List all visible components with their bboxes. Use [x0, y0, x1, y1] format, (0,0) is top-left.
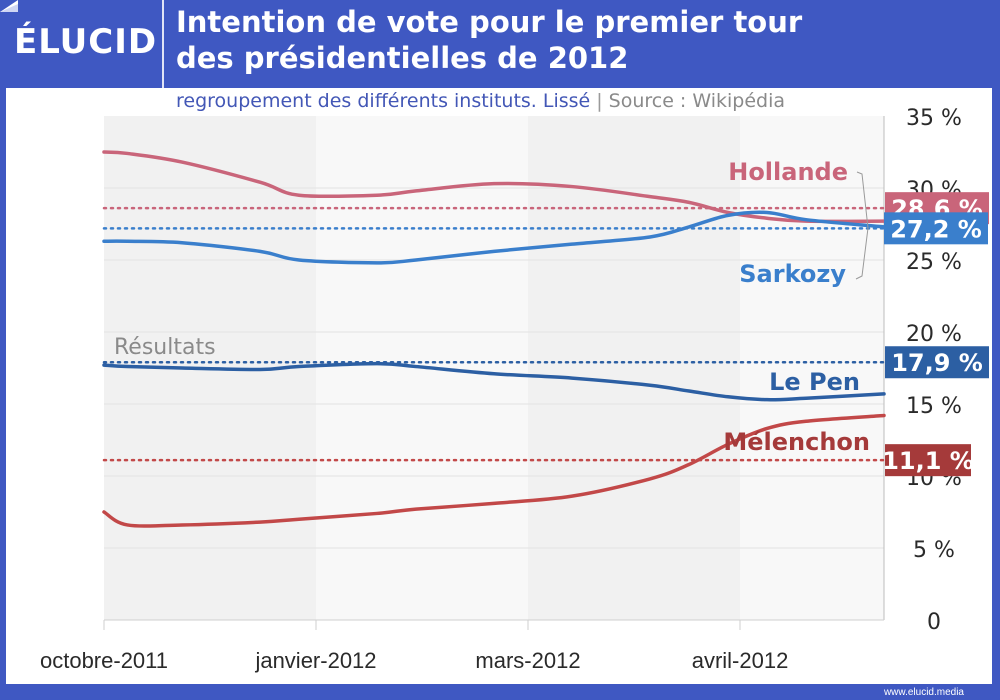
elucid-logo: ÉLUCID [14, 22, 158, 62]
footer-url[interactable]: www.elucid.media [883, 687, 964, 698]
series-label-sarkozy: Sarkozy [739, 260, 846, 288]
y-tick-label: 15 % [906, 394, 962, 419]
header-divider [162, 0, 164, 88]
series-line-lepen [102, 361, 886, 402]
subtitle-separator: | [596, 90, 603, 112]
result-badge [884, 212, 988, 245]
result-badge-label: 27,2 % [890, 215, 982, 243]
subtitle-text: regroupement des différents instituts. L… [176, 90, 591, 112]
y-tick-label: 25 % [906, 250, 962, 275]
result-badge-label: 11,1 % [882, 447, 974, 475]
title-line-2: des présidentielles de 2012 [176, 41, 629, 75]
series-line-mlenchon [102, 413, 886, 528]
result-badge [885, 346, 989, 379]
background-band [740, 116, 884, 620]
background-band [528, 116, 741, 620]
elucid-flag-icon [0, 0, 18, 12]
x-tick-label: mars-2012 [475, 648, 580, 673]
header: ÉLUCID Intention de vote pour le premier… [0, 0, 1000, 88]
x-tick-label: janvier-2012 [254, 648, 376, 673]
y-tick-label: 5 % [913, 538, 955, 563]
y-tick-label: 0 [927, 610, 941, 635]
y-tick-label: 35 % [906, 106, 962, 131]
x-tick-label: octobre-2011 [40, 648, 168, 673]
chart-subtitle: regroupement des différents instituts. L… [176, 90, 785, 112]
series-label-lepen: Le Pen [769, 368, 860, 396]
results-annotation: Résultats [114, 335, 216, 360]
source-text: Source : Wikipédia [608, 90, 786, 112]
y-tick-label: 20 % [906, 322, 962, 347]
result-badge-label: 17,9 % [891, 349, 983, 377]
result-badge [885, 444, 971, 477]
series-line-hollande [102, 150, 886, 224]
label-bracket [855, 171, 869, 280]
x-tick-label: avril-2012 [692, 648, 789, 673]
series-label-hollande: Hollande [728, 158, 848, 186]
chart-title: Intention de vote pour le premier tour d… [176, 4, 802, 76]
title-line-1: Intention de vote pour le premier tour [176, 5, 803, 39]
series-label-mlenchon: Mélenchon [723, 428, 870, 456]
series-line-sarkozy [102, 210, 886, 265]
